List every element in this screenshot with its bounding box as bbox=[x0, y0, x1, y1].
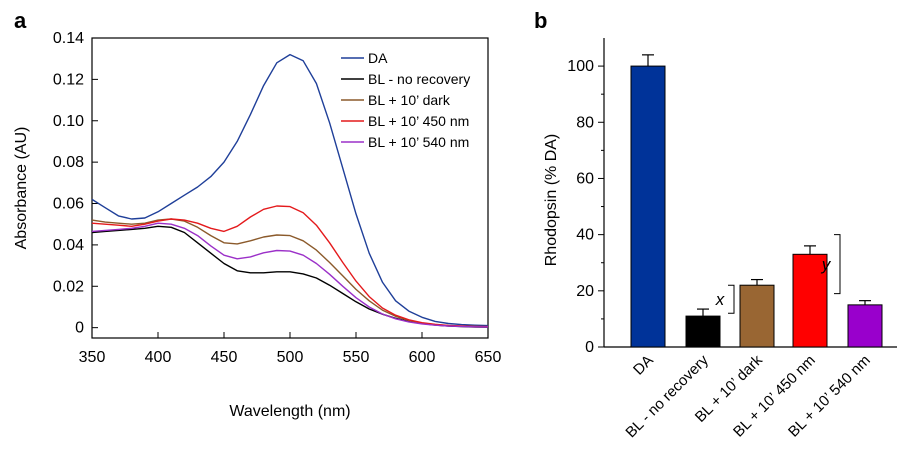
y-tick-label-b: 0 bbox=[585, 339, 594, 356]
y-axis-a: 0 0.02 0.04 0.06 0.08 0.10 0.12 0.14 bbox=[53, 30, 98, 337]
legend-label: BL + 10’ 540 nm bbox=[368, 134, 469, 150]
legend-a: DA BL - no recovery BL + 10’ dark BL + 10’ … bbox=[341, 50, 470, 150]
spectrum-line bbox=[91, 222, 489, 328]
bar bbox=[630, 65, 666, 348]
y-axis-label-a: Absorbance (AU) bbox=[13, 127, 30, 250]
panel-b-label: b bbox=[534, 8, 547, 33]
y-tick-label-b: 60 bbox=[576, 170, 594, 187]
panel-a-line-chart: 350 400 450 500 550 600 650 00.020.040.060.080… bbox=[13, 30, 501, 420]
y-tick-label-a: 0.14 bbox=[53, 30, 84, 47]
x-axis-label-a: Wavelength (nm) bbox=[229, 403, 350, 420]
panel-a-label: a bbox=[14, 8, 27, 33]
significance-brackets: xy bbox=[715, 234, 841, 314]
bar bbox=[739, 284, 775, 348]
y-tick-label-b: 20 bbox=[576, 283, 594, 300]
y-tick-label-a: 0.08 bbox=[53, 154, 84, 171]
bar bbox=[847, 304, 883, 348]
x-tick-label-a: 550 bbox=[343, 349, 370, 366]
bar bbox=[685, 315, 721, 348]
spectrum-line bbox=[91, 225, 489, 328]
spectrum-line bbox=[91, 53, 489, 327]
x-tick-label-a: 350 bbox=[79, 349, 106, 366]
bracket bbox=[834, 234, 841, 295]
spectrum-line bbox=[91, 205, 489, 328]
y-tick-label-a: 0.04 bbox=[53, 237, 84, 254]
y-tick-label-a: 0.10 bbox=[53, 113, 84, 130]
y-tick-label-b: 100 bbox=[567, 58, 594, 75]
x-tick-label-a: 600 bbox=[409, 349, 436, 366]
y-tick-label-b: 40 bbox=[576, 227, 594, 244]
legend-label: BL + 10’ dark bbox=[368, 92, 451, 108]
bar bbox=[792, 253, 828, 348]
significance-label: x bbox=[715, 290, 725, 309]
y-tick-label-b: 80 bbox=[576, 114, 594, 131]
spectra-curves bbox=[91, 53, 489, 328]
y-tick-label-a: 0.02 bbox=[53, 278, 84, 295]
bracket bbox=[728, 284, 735, 314]
x-tick-label-a: 400 bbox=[145, 349, 172, 366]
y-tick-label-a: 0.06 bbox=[53, 196, 84, 213]
legend-label: DA bbox=[368, 50, 388, 66]
y-tick-label-a: 0 bbox=[75, 320, 84, 337]
x-tick-label-a: 500 bbox=[277, 349, 304, 366]
bars bbox=[630, 54, 883, 348]
y-axis-label-b: Rhodopsin (% DA) bbox=[543, 134, 560, 267]
x-axis-a: 350 400 450 500 550 600 650 bbox=[79, 332, 502, 366]
x-category-label: DA bbox=[630, 352, 657, 379]
significance-label: y bbox=[821, 255, 832, 274]
legend-label: BL - no recovery bbox=[368, 71, 470, 87]
spectrum-line bbox=[91, 218, 489, 328]
x-tick-label-a: 650 bbox=[475, 349, 502, 366]
x-tick-label-a: 450 bbox=[211, 349, 238, 366]
y-tick-label-a: 0.12 bbox=[53, 71, 84, 88]
legend-label: BL + 10’ 450 nm bbox=[368, 113, 469, 129]
